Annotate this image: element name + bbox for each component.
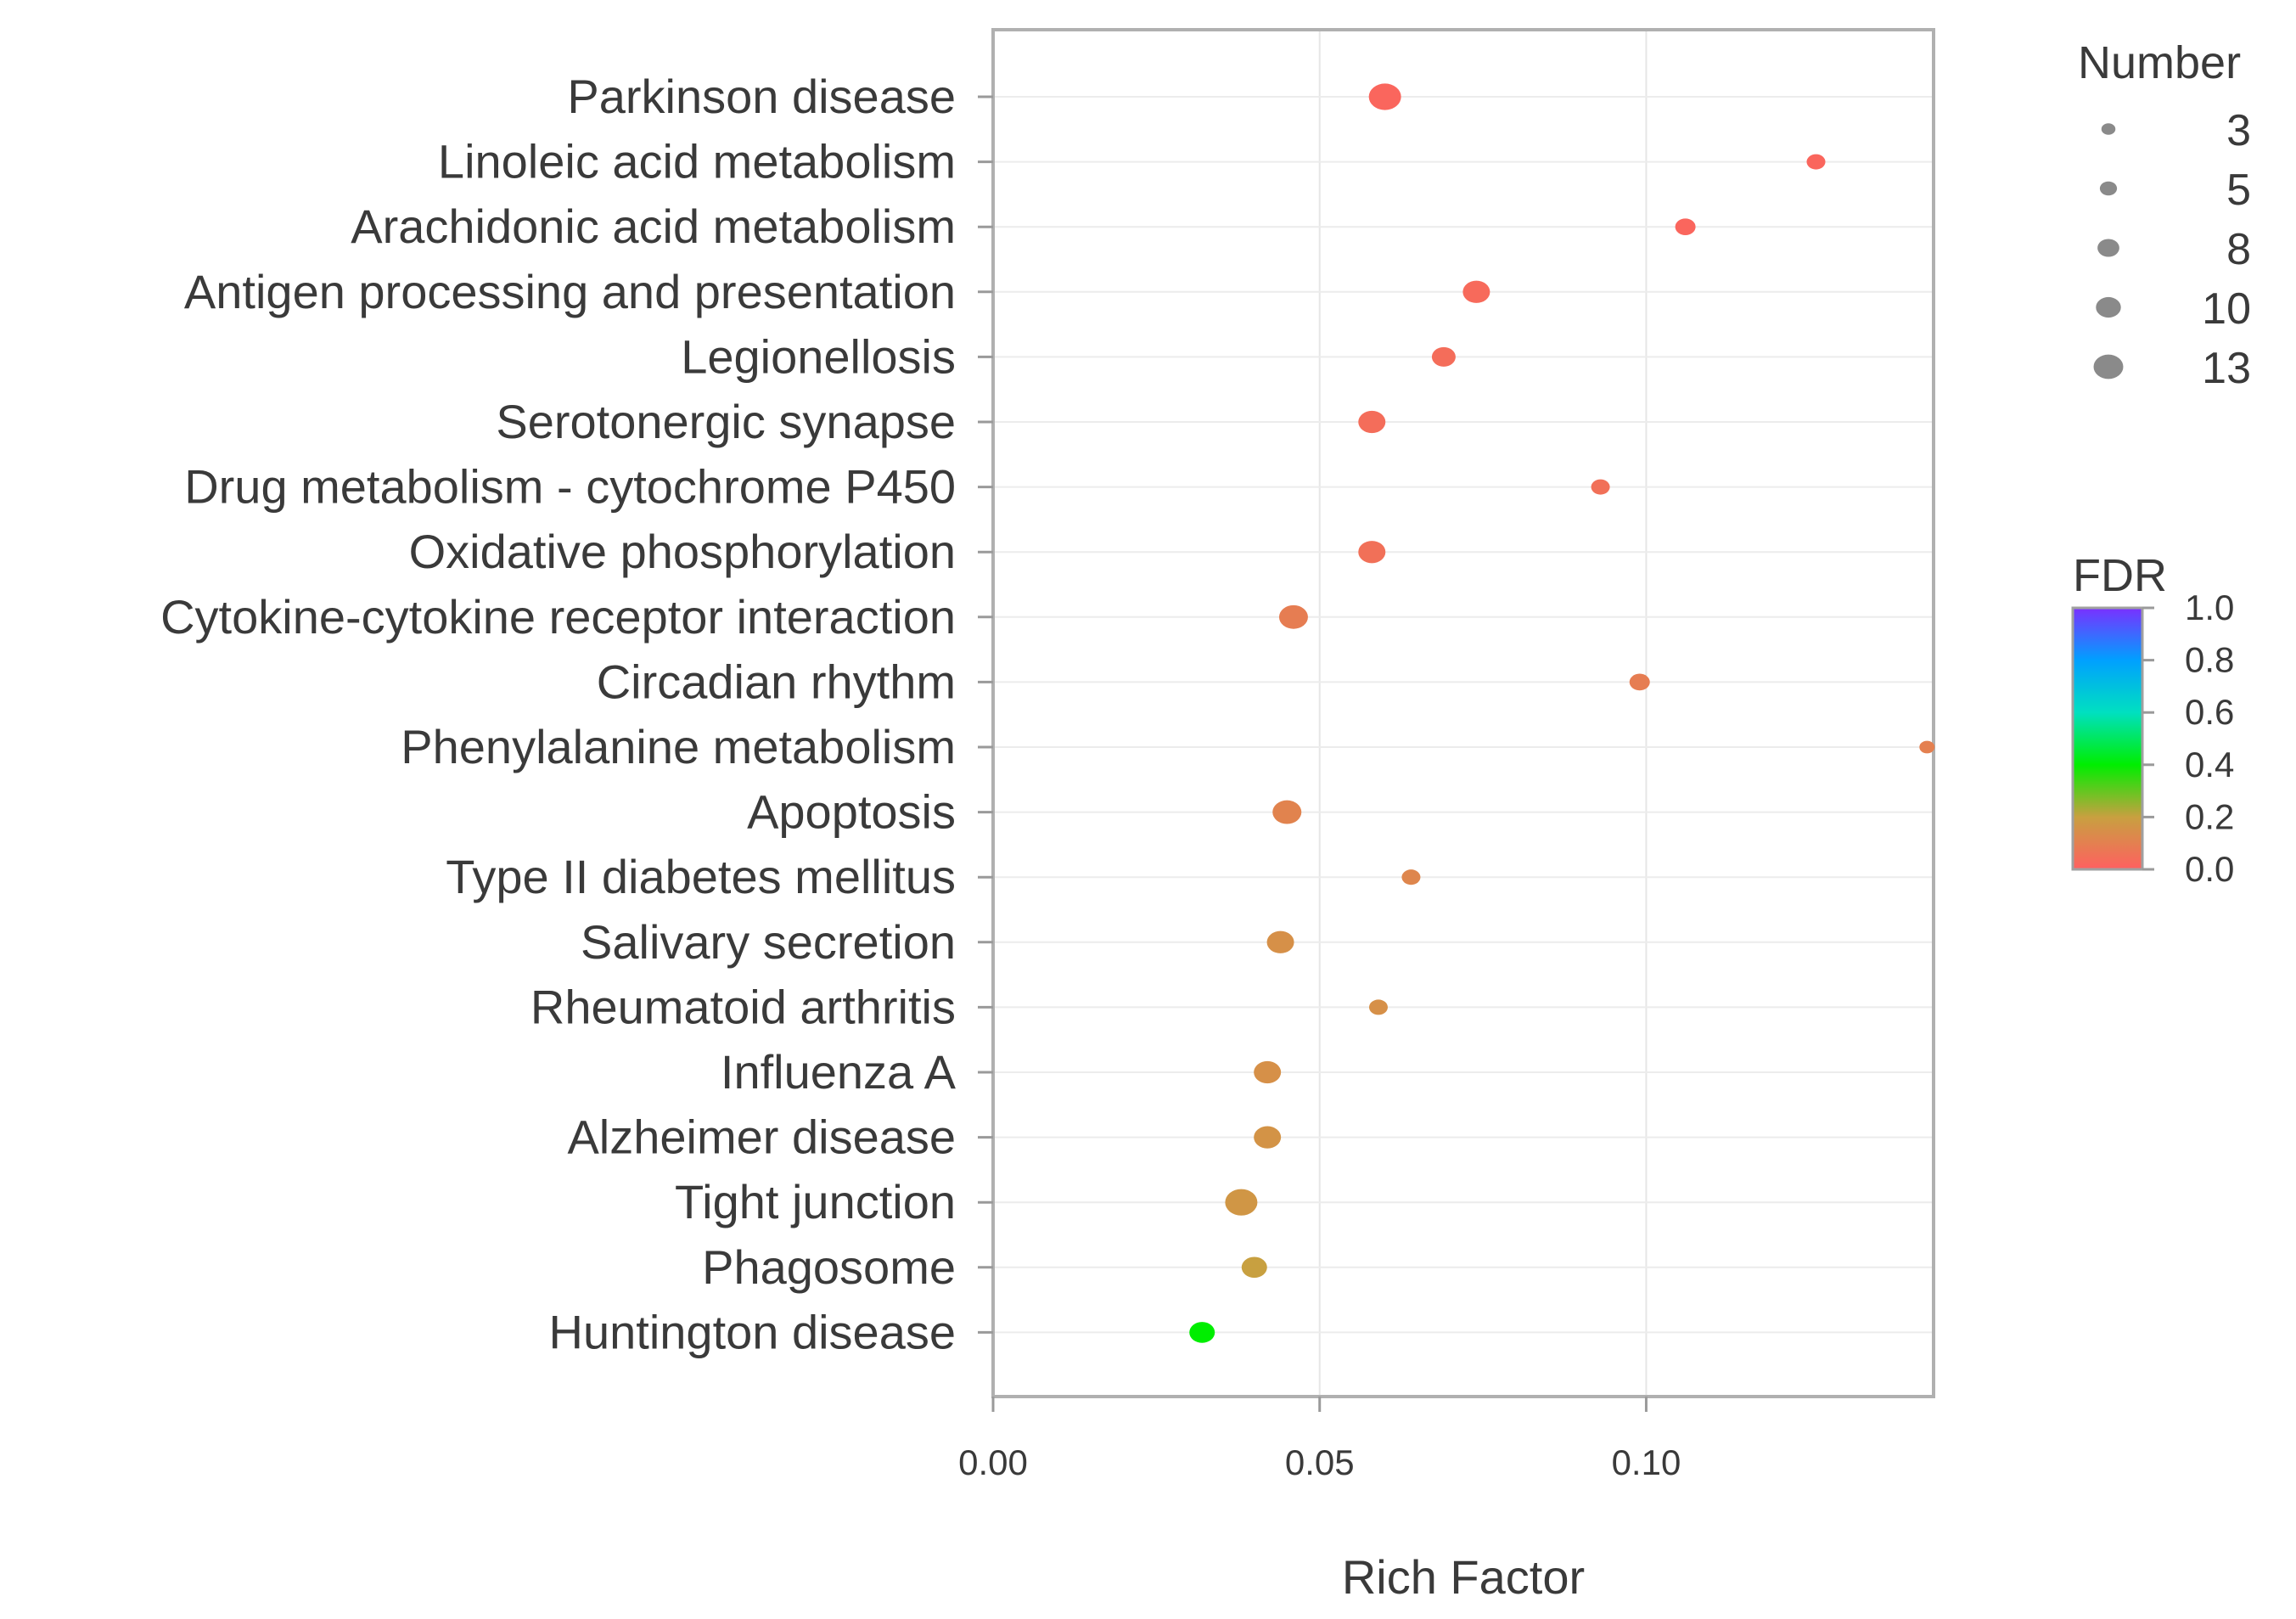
category-label: Cytokine-cytokine receptor interaction bbox=[160, 590, 956, 644]
category-label: Antigen processing and presentation bbox=[184, 265, 956, 318]
category-label: Type II diabetes mellitus bbox=[446, 850, 956, 903]
size-legend-dot bbox=[2101, 123, 2116, 135]
data-point bbox=[1919, 740, 1935, 754]
category-label: Rheumatoid arthritis bbox=[530, 980, 956, 1033]
category-label: Linoleic acid metabolism bbox=[438, 135, 956, 188]
fdr-colorbar bbox=[2071, 606, 2144, 871]
category-label: Serotonergic synapse bbox=[496, 395, 956, 448]
category-label: Drug metabolism - cytochrome P450 bbox=[184, 460, 956, 514]
category-label: Arachidonic acid metabolism bbox=[351, 200, 956, 253]
fdr-tick-label: 0.6 bbox=[2185, 692, 2234, 732]
data-point bbox=[1431, 346, 1456, 367]
data-point bbox=[1272, 800, 1302, 824]
category-label: Phenylalanine metabolism bbox=[401, 720, 956, 773]
category-label: Oxidative phosphorylation bbox=[409, 525, 956, 578]
size-legend-value: 5 bbox=[2226, 166, 2251, 215]
size-legend-title: Number bbox=[2078, 37, 2241, 88]
fdr-tick-label: 0.0 bbox=[2185, 849, 2234, 889]
x-axis-title: Rich Factor bbox=[1342, 1550, 1585, 1604]
data-point bbox=[1462, 280, 1490, 303]
data-point bbox=[1358, 410, 1386, 434]
size-legend-dot bbox=[2096, 296, 2121, 318]
fdr-legend: FDR 1.0 0.8 0.6 0.4 0.2 0.0 bbox=[2071, 550, 2234, 889]
data-point bbox=[1806, 154, 1826, 170]
size-legend-value: 3 bbox=[2226, 106, 2251, 155]
size-legend-dot bbox=[2099, 181, 2118, 196]
x-axis: 0.00 0.05 0.10 bbox=[958, 1397, 1681, 1482]
category-label: Salivary secretion bbox=[581, 915, 956, 969]
size-legend-value: 13 bbox=[2202, 344, 2251, 393]
category-label: Phagosome bbox=[702, 1240, 956, 1294]
grid-layer bbox=[992, 30, 1934, 1397]
category-label: Apoptosis bbox=[747, 785, 956, 839]
data-point bbox=[1266, 930, 1294, 953]
size-legend-items: 3 5 8 10 13 bbox=[2093, 106, 2251, 393]
fdr-tick-label: 1.0 bbox=[2185, 587, 2234, 627]
data-point bbox=[1278, 604, 1308, 629]
size-legend: Number 3 5 8 10 13 bbox=[2078, 37, 2251, 393]
category-label: Parkinson disease bbox=[567, 70, 956, 123]
data-point bbox=[1254, 1060, 1282, 1084]
points-layer bbox=[1189, 83, 1935, 1343]
category-label: Huntington disease bbox=[549, 1305, 956, 1358]
y-axis: Parkinson disease Linoleic acid metabolis… bbox=[160, 70, 993, 1358]
fdr-tick-label: 0.2 bbox=[2185, 796, 2234, 836]
fdr-legend-title: FDR bbox=[2073, 550, 2167, 601]
data-point bbox=[1241, 1256, 1267, 1279]
data-point bbox=[1368, 999, 1388, 1015]
data-point bbox=[1401, 869, 1421, 885]
data-point bbox=[1675, 218, 1696, 236]
data-point bbox=[1591, 479, 1610, 495]
category-label: Legionellosis bbox=[681, 329, 956, 383]
data-point bbox=[1189, 1322, 1215, 1343]
size-legend-value: 8 bbox=[2226, 225, 2251, 274]
size-legend-dot bbox=[2097, 239, 2119, 257]
fdr-tick-label: 0.8 bbox=[2185, 640, 2234, 680]
category-label: Influenza A bbox=[721, 1045, 957, 1099]
size-legend-dot bbox=[2093, 354, 2124, 379]
plot-frame bbox=[991, 28, 1935, 1398]
data-point bbox=[1225, 1189, 1258, 1216]
category-label: Circadian rhythm bbox=[597, 655, 956, 708]
x-tick-label: 0.00 bbox=[958, 1442, 1028, 1482]
category-label: Tight junction bbox=[675, 1175, 956, 1228]
data-point bbox=[1368, 83, 1401, 110]
x-tick-label: 0.05 bbox=[1285, 1442, 1355, 1482]
data-point bbox=[1254, 1126, 1282, 1149]
fdr-ticks: 1.0 0.8 0.6 0.4 0.2 0.0 bbox=[2142, 587, 2234, 889]
category-label: Alzheimer disease bbox=[567, 1110, 956, 1164]
size-legend-value: 10 bbox=[2202, 284, 2251, 334]
data-point bbox=[1358, 541, 1386, 564]
x-tick-label: 0.10 bbox=[1612, 1442, 1681, 1482]
data-point bbox=[1629, 673, 1650, 691]
fdr-tick-label: 0.4 bbox=[2185, 745, 2234, 784]
